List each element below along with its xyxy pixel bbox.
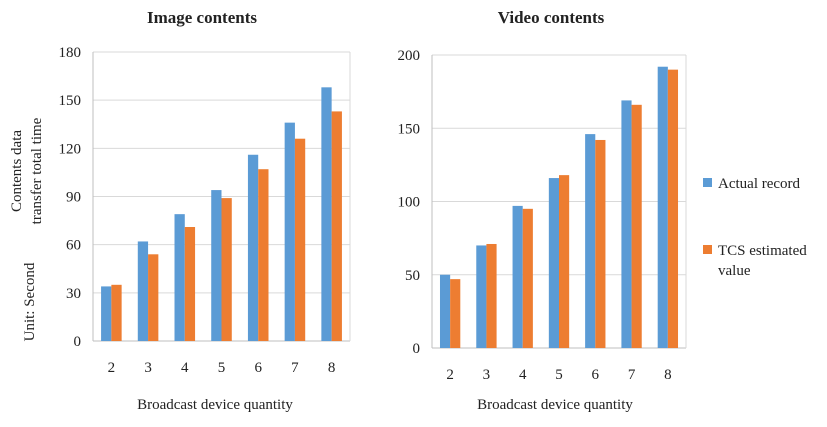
legend-swatch-actual [703, 178, 712, 187]
bar-actual-record [247, 154, 259, 341]
video-contents-chart: Video contents 0 50 100 150 200 2 3 4 5 6 7 8 Broad… [398, 8, 687, 413]
y-tick-label: 180 [59, 45, 82, 61]
x-tick-label: 2 [446, 367, 454, 383]
y-tick-label: 120 [59, 141, 82, 157]
bar-tcs-estimated [294, 138, 306, 341]
x-tick-label: 6 [254, 360, 262, 376]
y-tick-label: 0 [413, 341, 421, 357]
legend: Actual record TCS estimated value [703, 176, 807, 279]
x-axis-label: Broadcast device quantity [477, 397, 633, 413]
bar-actual-record [284, 122, 295, 342]
bar-tcs-estimated [258, 169, 269, 341]
y-axis-unit-label: Unit: Second [22, 262, 38, 341]
y-tick-label: 60 [66, 238, 81, 254]
x-tick-label: 6 [592, 367, 600, 383]
chart-title: Image contents [147, 8, 257, 27]
x-axis-label: Broadcast device quantity [137, 397, 293, 413]
bar-tcs-estimated [559, 175, 570, 348]
y-tick-label: 150 [59, 93, 82, 109]
x-tick-label: 5 [218, 360, 226, 376]
x-tick-label: 3 [483, 367, 491, 383]
y-axis-label-group: Contents data transfer total time Unit: … [9, 117, 45, 341]
bar-tcs-estimated [595, 139, 606, 348]
bar-actual-record [512, 205, 523, 348]
y-tick-label: 30 [66, 286, 81, 302]
y-tick-label: 150 [398, 121, 421, 137]
bar-tcs-estimated [111, 284, 122, 341]
bar-tcs-estimated [667, 69, 679, 349]
bar-actual-record [657, 66, 668, 348]
x-tick-label: 3 [144, 360, 152, 376]
bar-actual-record [321, 87, 332, 341]
bar-actual-record [548, 178, 559, 348]
legend-label-estimated-line1: TCS estimated [718, 243, 807, 259]
bar-tcs-estimated [522, 208, 533, 348]
image-contents-plot-area: 0 30 60 90 120 150 180 2 3 4 5 6 7 8 [59, 45, 351, 376]
bar-tcs-estimated [631, 104, 642, 348]
bar-actual-record [137, 241, 149, 341]
bar-actual-record [101, 286, 112, 341]
y-tick-label: 200 [398, 48, 421, 64]
x-tick-label: 4 [181, 360, 189, 376]
bar-tcs-estimated [486, 243, 497, 348]
x-tick-label: 7 [291, 360, 299, 376]
y-tick-label: 50 [405, 268, 420, 284]
chart-title: Video contents [498, 8, 605, 27]
y-axis-label-line2: transfer total time [29, 117, 45, 224]
y-tick-label: 90 [66, 190, 81, 206]
bar-tcs-estimated [184, 227, 196, 341]
legend-label-actual: Actual record [718, 176, 801, 192]
y-tick-label: 0 [74, 334, 82, 350]
bar-actual-record [476, 245, 487, 348]
bar-tcs-estimated [450, 279, 461, 348]
x-tick-label: 8 [328, 360, 336, 376]
y-tick-label: 100 [398, 195, 421, 211]
x-tick-label: 7 [628, 367, 636, 383]
bar-actual-record [439, 274, 451, 348]
y-axis-label-line1: Contents data [9, 130, 25, 212]
legend-swatch-estimated [703, 245, 712, 254]
x-tick-label: 2 [108, 360, 116, 376]
bar-actual-record [621, 100, 632, 348]
bar-actual-record [174, 214, 185, 341]
bar-actual-record [211, 190, 222, 341]
x-tick-label: 5 [555, 367, 563, 383]
bar-tcs-estimated [221, 198, 232, 341]
x-tick-label: 4 [519, 367, 527, 383]
x-tick-label: 8 [664, 367, 672, 383]
bar-actual-record [585, 134, 596, 348]
bar-tcs-estimated [331, 111, 342, 342]
legend-label-estimated-line2: value [718, 263, 751, 279]
image-contents-chart: Image contents 0 30 60 90 120 150 180 2 3 4 5 6 7 8 B… [59, 8, 351, 413]
bar-tcs-estimated [148, 254, 159, 341]
video-contents-plot-area: 0 50 100 150 200 2 3 4 5 6 7 8 [398, 48, 687, 383]
